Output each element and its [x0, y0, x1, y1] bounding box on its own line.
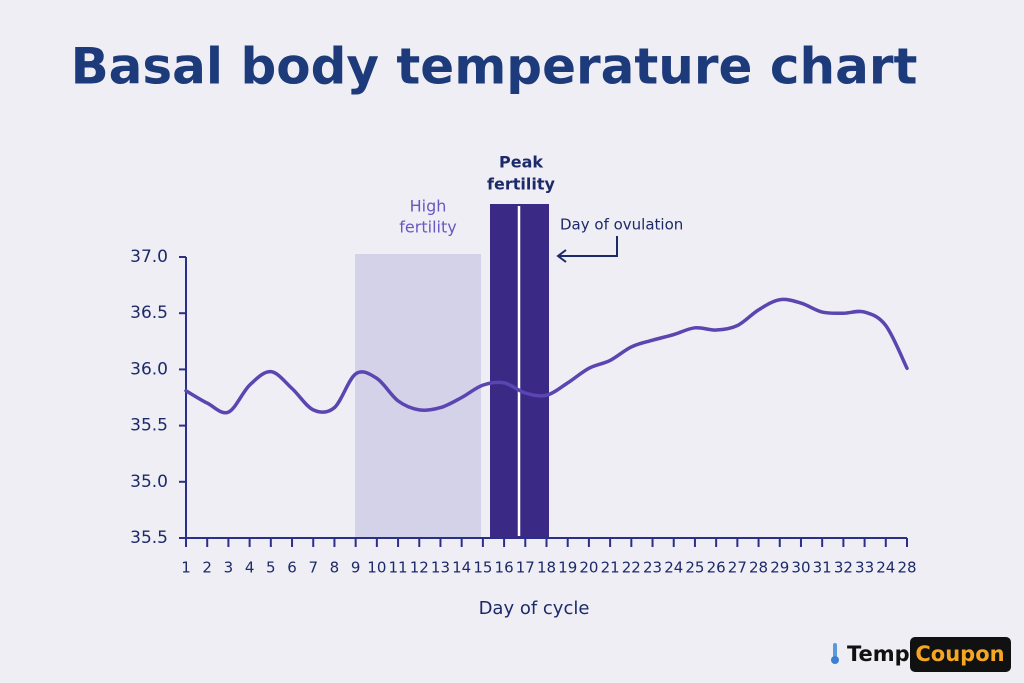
chart-title: Basal body temperature chart [71, 38, 918, 96]
x-tick-label: 10 [367, 559, 386, 577]
x-tick-label: 4 [245, 559, 255, 577]
x-tick-label: 24 [664, 559, 683, 577]
x-tick-label: 2 [202, 559, 212, 577]
x-tick-label: 1 [181, 559, 191, 577]
logo: Temp Coupon [831, 637, 1011, 672]
logo-icon [833, 643, 837, 657]
y-tick-label: 35.0 [130, 472, 168, 492]
annotation: fertility [487, 175, 555, 194]
x-tick-label: 15 [473, 559, 492, 577]
x-tick-label: 26 [707, 559, 726, 577]
x-tick-label: 13 [431, 559, 450, 577]
x-tick-label: 11 [389, 559, 408, 577]
x-tick-label: 6 [287, 559, 297, 577]
y-tick-label: 36.5 [130, 303, 168, 323]
x-tick-label: 24 [876, 559, 895, 577]
y-tick-label: 35.5 [130, 416, 168, 436]
x-tick-label: 32 [834, 559, 853, 577]
logo-text: Coupon [915, 642, 1004, 666]
x-tick-label: 8 [330, 559, 340, 577]
high-fertility-band [355, 254, 481, 538]
logo-box [910, 637, 1011, 672]
logo-icon [831, 656, 839, 664]
x-tick-label: 28 [749, 559, 768, 577]
series-line [184, 297, 909, 415]
x-tick-label: 20 [579, 559, 598, 577]
y-tick-label: 35.5 [130, 528, 168, 548]
y-tick-label: 36.0 [130, 359, 168, 379]
x-tick-label: 18 [537, 559, 556, 577]
x-tick-label: 22 [622, 559, 641, 577]
x-tick-label: 28 [897, 559, 916, 577]
annotation: fertility [399, 218, 456, 237]
x-tick-label: 31 [813, 559, 832, 577]
x-tick-label: 19 [558, 559, 577, 577]
x-tick-label: 9 [351, 559, 361, 577]
x-tick-label: 5 [266, 559, 276, 577]
x-tick-label: 3 [224, 559, 234, 577]
annotation: Day of ovulation [560, 216, 683, 234]
x-tick-label: 30 [791, 559, 810, 577]
x-tick-label: 14 [452, 559, 471, 577]
annotation: High [410, 197, 447, 216]
y-tick-label: 37.0 [130, 247, 168, 267]
x-tick-label: 7 [308, 559, 318, 577]
x-tick-label: 21 [601, 559, 620, 577]
x-tick-label: 27 [728, 559, 747, 577]
x-tick-label: 29 [770, 559, 789, 577]
x-tick-label: 33 [855, 559, 874, 577]
x-tick-label: 25 [685, 559, 704, 577]
logo-text: Temp [847, 642, 910, 666]
x-tick-label: 17 [516, 559, 535, 577]
x-tick-label: 12 [410, 559, 429, 577]
annotation: Peak [499, 153, 543, 172]
x-axis-label: Day of cycle [479, 598, 590, 619]
x-tick-label: 16 [495, 559, 514, 577]
x-tick-label: 23 [643, 559, 662, 577]
arrow [556, 236, 618, 263]
